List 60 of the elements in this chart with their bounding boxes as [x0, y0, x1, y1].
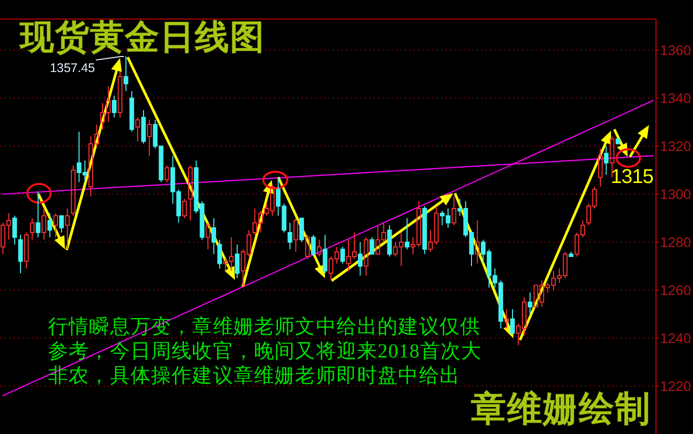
y-tick-label: 1280 — [660, 234, 692, 250]
candlestick — [387, 224, 392, 257]
annotation: 章维姗绘制 — [471, 390, 651, 428]
candlestick — [164, 164, 170, 183]
annotation: 1315 — [610, 166, 654, 188]
candlestick — [141, 110, 146, 144]
candlestick — [598, 148, 603, 188]
candlestick — [18, 234, 23, 274]
candlestick — [358, 242, 363, 276]
y-tick-label: 1320 — [660, 138, 692, 154]
candlestick — [322, 234, 328, 274]
candlestick — [147, 119, 152, 156]
candlestick — [340, 246, 345, 264]
candlestick — [293, 218, 298, 252]
candlestick — [568, 251, 574, 257]
candlestick — [70, 164, 76, 216]
candlestick — [299, 218, 304, 243]
candlestick — [42, 208, 46, 240]
candlestick — [422, 206, 427, 255]
candlestick — [370, 236, 374, 255]
candlestick — [217, 239, 222, 269]
chart-title: 现货黄金日线图 — [18, 20, 265, 56]
candlestick — [364, 236, 368, 276]
candlestick — [452, 196, 456, 226]
candlestick — [510, 308, 515, 334]
candlestick — [135, 116, 140, 142]
candlestick — [311, 234, 316, 257]
annotation: 1357.45 — [50, 61, 96, 75]
candlestick — [475, 220, 480, 264]
candlestick — [182, 198, 187, 219]
candlestick — [316, 239, 322, 257]
y-tick-label: 1260 — [660, 282, 692, 298]
candlestick — [616, 138, 620, 144]
y-tick-label: 1360 — [660, 42, 692, 58]
candlestick — [604, 146, 609, 176]
candlestick — [59, 215, 64, 233]
candlestick — [47, 212, 52, 238]
y-tick-label: 1240 — [660, 330, 692, 346]
candlestick — [36, 191, 40, 238]
candlestick — [305, 234, 310, 260]
y-tick-label: 1220 — [660, 378, 692, 394]
candlestick — [206, 222, 210, 250]
candlestick — [528, 292, 532, 315]
candlestick — [65, 208, 70, 250]
candlestick — [112, 95, 117, 118]
candlestick — [24, 232, 29, 269]
candlestick — [53, 212, 58, 238]
y-tick-label: 1300 — [660, 186, 692, 202]
candlestick — [12, 215, 17, 245]
candlestick — [124, 56, 128, 92]
candlestick — [129, 90, 134, 132]
candlestick — [288, 222, 292, 250]
candlestick — [234, 244, 240, 279]
candlestick — [30, 218, 35, 240]
candlestick — [188, 164, 193, 222]
candlestick — [118, 71, 122, 118]
candlestick — [404, 218, 410, 250]
y-tick-label: 1340 — [660, 90, 692, 106]
candlestick — [504, 308, 509, 329]
candlestick — [211, 218, 216, 255]
